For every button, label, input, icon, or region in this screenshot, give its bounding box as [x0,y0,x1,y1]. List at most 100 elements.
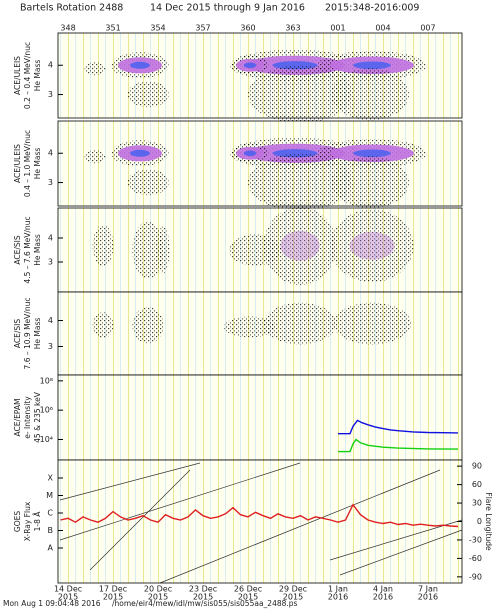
y-tick-label: 3 [48,178,53,187]
density-cloud [331,156,409,209]
panel-frame [57,120,463,207]
x-tick-year: 2015 [283,593,303,602]
panel-bg [58,460,462,583]
footer-date: Mon Aug 1 09:04:48 2016 [3,599,101,608]
density-cloud [92,312,114,339]
density-cloud [127,169,169,196]
density-cloud [229,234,281,266]
panel: ACE/ULEIS 0.4 – 1.0 MeV/nuc He Mass 3 4 [13,120,463,211]
panel: ACE/SIS 4.5 – 7.6 MeV/nuc He Mass 3 4 [13,206,463,293]
y2-tick-label: -30 [469,535,482,544]
y-tick-label: B [48,526,54,535]
x-tick-label: 14 Dec [54,585,82,594]
y2-tick-label: -90 [469,572,482,581]
flare-track [339,529,463,576]
y-axis-label: He Mass [33,318,42,350]
x-tick-year: 2015 [58,593,78,602]
y-axis-label: 1-8 Å [33,511,42,532]
density-cloud [84,62,106,76]
x-tick-label: 26 Dec [234,585,262,594]
top-tick-label: 004 [375,24,390,33]
y-tick-label: C [47,509,53,518]
y2-tick-label: -60 [469,554,482,563]
y-axis-label: 45 & 235 keV [33,391,42,443]
y-axis-label: 7.6 – 10.9 MeV/nuc [23,298,32,370]
density-cloud [132,307,164,344]
y-tick-label: A [48,544,54,553]
x-tick-label: 29 Dec [279,585,307,594]
density-peak [243,150,257,157]
panel-frame [57,459,463,584]
density-cloud [330,209,414,283]
y-axis-label: X-Ray Flux [23,501,32,541]
x-tick-label: 1 Jan [328,585,348,594]
data-line [338,438,459,453]
y-axis-label: 4.5 – 7.6 MeV/nuc [23,216,32,283]
y-axis-label: e- Intensity [23,396,32,439]
density-cloud [127,81,169,108]
x-tick-label: 7 Jan [418,585,438,594]
y2-tick-label: 60 [472,480,482,489]
flare-track [59,462,201,501]
data-line [60,503,459,528]
y-axis-label: ACE/SIS [13,319,22,348]
y2-tick-label: 90 [472,462,482,471]
density-cloud [248,153,352,211]
top-tick-label: 007 [420,24,435,33]
density-cloud [156,226,170,274]
density-cloud [84,150,106,164]
density-cloud [224,316,276,338]
top-tick-label: 360 [240,24,255,33]
density-cloud [263,302,337,345]
density-cloud [248,65,352,123]
x-tick-year: 2015 [148,593,168,602]
y-tick-label: M [46,491,53,500]
x-tick-year: 2016 [328,593,348,602]
top-tick-label: 001 [330,24,345,33]
y-tick-label: 10⁶ [40,406,53,415]
density-core [349,231,395,260]
density-cloud [132,221,164,279]
chart-title: Bartels Rotation 2488 [20,3,123,14]
y-tick-label: X [48,474,54,483]
y-tick-label: 3 [48,90,53,99]
x-tick-label: 4 Jan [373,585,393,594]
x-tick-year: 2015 [238,593,258,602]
x-tick-label: 17 Dec [99,585,127,594]
density-core [280,230,320,261]
flare-track [59,462,301,541]
density-cloud [263,206,337,285]
density-cloud [333,302,411,345]
density-peak [243,62,257,69]
y-axis-label: He Mass [33,148,42,180]
y-tick-label: 4 [48,61,53,70]
x-tick-year: 2015 [103,593,123,602]
y-axis-label: He Mass [33,234,42,266]
y-tick-label: 4 [48,234,53,243]
panel-frame [57,32,463,119]
flare-track [329,519,463,561]
top-tick-label: 363 [285,24,300,33]
y-axis-label: ACE/EPAM [13,399,22,437]
panel-bg [58,375,462,460]
y-axis-label: 0.2 – 0.4 MeV/nuc [23,42,32,109]
flare-track [159,469,441,584]
data-line [338,419,459,435]
footer-path: /home/eir4/mew/idl/mw/sis055/sis055aa_24… [112,599,298,608]
y-axis-label: ACE/ULEIS [13,56,22,95]
y2-axis-label: Flare Longitude [484,492,493,551]
density-cloud [331,68,409,121]
top-tick-label: 351 [105,24,120,33]
x-tick-year: 2016 [373,593,393,602]
y-axis-label: ACE/ULEIS [13,144,22,183]
density-peak [130,149,150,157]
y-tick-label: 4 [48,316,53,325]
density-peak [130,61,150,69]
y-tick-label: 10⁸ [40,376,53,385]
chart-subtitle: 14 Dec 2015 through 9 Jan 2016 [150,3,305,14]
top-tick-label: 348 [60,24,75,33]
y2-tick-label: 0 [477,517,482,526]
y-tick-label: 3 [48,342,53,351]
top-tick-label: 354 [150,24,165,33]
